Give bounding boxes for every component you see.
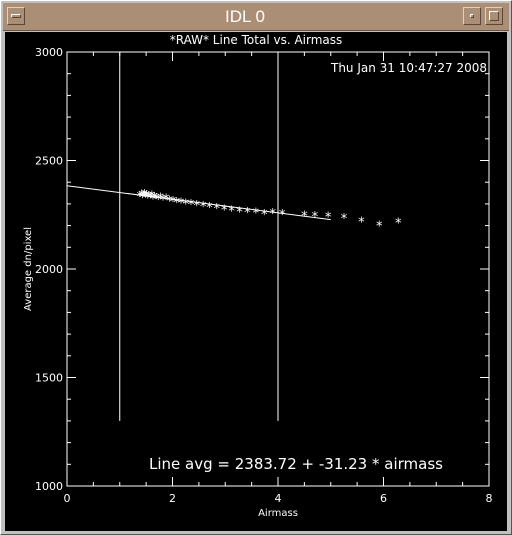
data-point: * (150, 193, 157, 208)
title-bar[interactable]: IDL 0 (3, 3, 509, 31)
data-point: * (279, 208, 286, 223)
data-point: * (166, 195, 173, 210)
data-point: * (173, 196, 180, 211)
data-point: * (147, 191, 154, 206)
x-tick-label: 4 (275, 492, 282, 505)
y-axis-label: Average dn/pixel (23, 227, 34, 311)
data-point: * (301, 210, 308, 225)
data-point: * (157, 192, 164, 207)
data-point: * (146, 190, 153, 205)
data-point: * (325, 211, 332, 226)
data-point: * (139, 191, 146, 206)
y-tick-label: 2500 (35, 155, 63, 168)
airmass-chart: *RAW* Line Total vs. Airmass Thu Jan 31 … (23, 33, 493, 519)
data-point: * (312, 210, 319, 225)
data-point: * (206, 201, 213, 216)
window-title: IDL 0 (224, 7, 265, 26)
x-tick-label: 8 (486, 492, 493, 505)
data-point: * (269, 207, 276, 222)
data-point: * (142, 190, 149, 205)
data-point: * (244, 206, 251, 221)
data-point: * (153, 192, 160, 207)
data-point: * (155, 193, 162, 208)
data-point: * (253, 207, 260, 222)
data-point: * (149, 190, 156, 205)
plot-canvas: *RAW* Line Total vs. Airmass Thu Jan 31 … (5, 32, 507, 531)
y-tick-label: 3000 (35, 46, 63, 59)
data-point: * (188, 198, 195, 213)
data-point: * (182, 197, 189, 212)
data-point: * (358, 215, 365, 230)
fit-line (66, 185, 331, 221)
data-point: * (221, 203, 228, 218)
data-point: * (395, 216, 402, 231)
chart-timestamp: Thu Jan 31 10:47:27 2008 (330, 61, 487, 75)
maximize-icon[interactable] (485, 7, 503, 25)
x-axis-label: Airmass (258, 508, 298, 519)
data-point: * (151, 191, 158, 206)
data-point: * (261, 208, 268, 223)
data-point: * (228, 205, 235, 220)
data-point: * (141, 188, 148, 203)
data-point: * (138, 188, 145, 203)
data-point: * (200, 200, 207, 215)
data-point: * (376, 220, 383, 235)
data-point: * (163, 193, 170, 208)
data-point: * (341, 212, 348, 227)
data-point: * (143, 189, 150, 204)
data-point: * (178, 197, 185, 212)
x-tick-label: 2 (169, 492, 176, 505)
data-point: * (214, 202, 221, 217)
data-point: * (194, 199, 201, 214)
fit-equation-label: Line avg = 2383.72 + -31.23 * airmass (149, 455, 443, 473)
y-tick-label: 1500 (35, 372, 63, 385)
data-point: * (137, 190, 144, 205)
minimize-icon[interactable] (463, 7, 481, 25)
chart-title: *RAW* Line Total vs. Airmass (170, 33, 343, 47)
data-point: * (160, 193, 167, 208)
data-point: * (170, 195, 177, 210)
y-tick-label: 2000 (35, 263, 63, 276)
y-tick-label: 1000 (35, 480, 63, 493)
data-point: * (140, 189, 147, 204)
data-point: * (236, 205, 243, 220)
data-point: * (144, 192, 151, 207)
x-tick-label: 6 (380, 492, 387, 505)
x-tick-label: 0 (64, 492, 71, 505)
window-menu-icon[interactable] (7, 7, 25, 25)
